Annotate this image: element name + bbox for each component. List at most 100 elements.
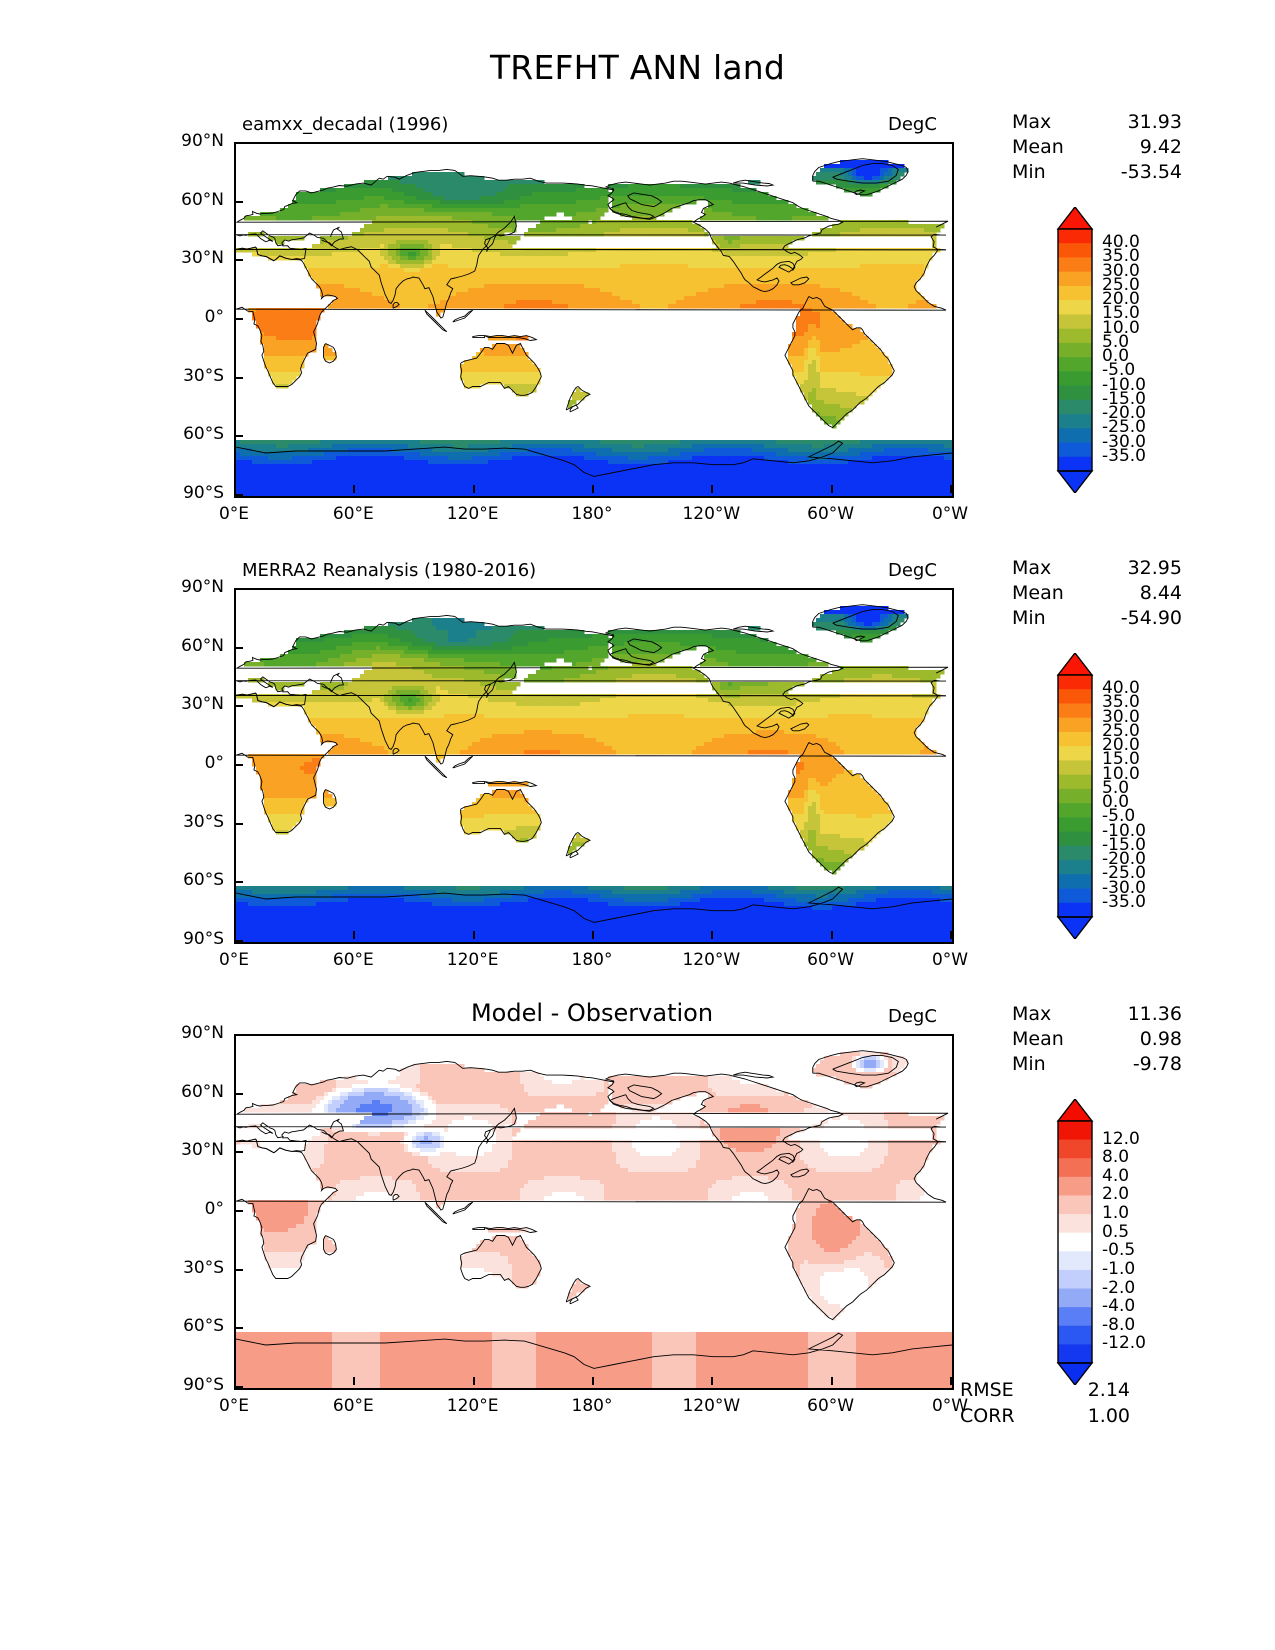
xtick-mark xyxy=(830,485,833,493)
colorbar-tick-label: 15.0 xyxy=(1102,749,1140,769)
xtick-label: 0°E xyxy=(184,1396,284,1416)
colorbar-tick-label: 0.0 xyxy=(1102,346,1129,366)
colorbar-tick-label: -30.0 xyxy=(1102,878,1146,898)
xtick-mark xyxy=(592,1377,594,1385)
ytick-mark xyxy=(235,1151,243,1154)
xtick-mark xyxy=(711,1377,714,1385)
colorbar-tick-label: 12.0 xyxy=(1102,1129,1140,1149)
xtick-mark xyxy=(472,485,475,493)
ytick-mark xyxy=(235,1268,243,1271)
ytick-label: 60°N xyxy=(158,1082,224,1102)
colorbar-tick-label: -1.0 xyxy=(1102,1259,1135,1279)
xtick-mark xyxy=(950,1377,952,1385)
xtick-mark xyxy=(472,931,475,939)
footer-stat-key: RMSE xyxy=(960,1377,1014,1403)
ytick-label: 90°N xyxy=(158,131,224,151)
ytick-label: 30°N xyxy=(158,1140,224,1160)
xtick-mark xyxy=(234,1377,236,1385)
xtick-label: 0°E xyxy=(184,950,284,970)
ytick-mark xyxy=(235,318,243,320)
xtick-mark xyxy=(353,485,356,493)
xtick-label: 60°E xyxy=(303,504,403,524)
ytick-mark xyxy=(235,588,243,590)
panel-units-observation: DegC xyxy=(888,560,937,581)
colorbar-tick-label: 20.0 xyxy=(1102,735,1140,755)
colorbar-tick-label: -4.0 xyxy=(1102,1296,1135,1316)
ytick-label: 60°N xyxy=(158,636,224,656)
colorbar-tick-label: 10.0 xyxy=(1102,318,1140,338)
panel-title-observation: MERRA2 Reanalysis (1980-2016) xyxy=(242,560,536,581)
colorbar-tick-label: 8.0 xyxy=(1102,1147,1129,1167)
colorbar-tick-label: 2.0 xyxy=(1102,1184,1129,1204)
ytick-mark xyxy=(235,1210,243,1212)
colorbar-tick-label: -2.0 xyxy=(1102,1278,1135,1298)
xtick-label: 0°E xyxy=(184,504,284,524)
colorbar-tick-label: -5.0 xyxy=(1102,806,1135,826)
colorbar-tick-label: -12.0 xyxy=(1102,1333,1146,1353)
colorbar-tick-label: 40.0 xyxy=(1102,678,1140,698)
xtick-mark xyxy=(234,485,236,493)
ytick-mark xyxy=(235,1034,243,1036)
colorbar-tick-label: 25.0 xyxy=(1102,275,1140,295)
xtick-mark xyxy=(353,931,356,939)
ytick-mark xyxy=(235,940,243,942)
stat-key: Mean xyxy=(1012,1027,1064,1052)
ytick-mark xyxy=(235,705,243,708)
xtick-label: 60°W xyxy=(781,504,881,524)
xtick-label: 180° xyxy=(542,1396,642,1416)
stat-key: Max xyxy=(1012,110,1051,135)
ytick-label: 30°N xyxy=(158,694,224,714)
xtick-mark xyxy=(472,1377,475,1385)
xtick-mark xyxy=(950,485,952,493)
stat-key: Min xyxy=(1012,1052,1046,1077)
xtick-mark xyxy=(830,1377,833,1385)
xtick-label: 120°E xyxy=(423,1396,523,1416)
colorbar-tick-label: -25.0 xyxy=(1102,863,1146,883)
ytick-label: 60°S xyxy=(158,870,224,890)
xtick-label: 60°E xyxy=(303,1396,403,1416)
xtick-mark xyxy=(950,931,952,939)
colorbar-tick-label: 35.0 xyxy=(1102,246,1140,266)
ytick-mark xyxy=(235,435,243,438)
colorbar-tick-label: 1.0 xyxy=(1102,1203,1129,1223)
stat-value: 11.36 xyxy=(1064,1002,1182,1027)
xtick-label: 0°W xyxy=(900,950,1000,970)
stat-key: Max xyxy=(1012,1002,1051,1027)
xtick-label: 120°W xyxy=(661,950,761,970)
ytick-label: 90°S xyxy=(158,929,224,949)
ytick-label: 60°S xyxy=(158,1316,224,1336)
map-model xyxy=(234,142,954,498)
xtick-label: 60°W xyxy=(781,950,881,970)
colorbar-tick-label: 20.0 xyxy=(1102,289,1140,309)
xtick-mark xyxy=(592,931,594,939)
ytick-label: 30°S xyxy=(158,1258,224,1278)
colorbar-tick-label: -20.0 xyxy=(1102,849,1146,869)
colorbar-tick-label: 0.0 xyxy=(1102,792,1129,812)
xtick-mark xyxy=(711,485,714,493)
xtick-label: 120°W xyxy=(661,504,761,524)
map-difference xyxy=(234,1034,954,1390)
ytick-label: 60°S xyxy=(158,424,224,444)
colorbar-tick-label: 25.0 xyxy=(1102,721,1140,741)
colorbar-tick-label: -15.0 xyxy=(1102,835,1146,855)
footer-stat-value: 1.00 xyxy=(1012,1403,1130,1429)
stat-value: 9.42 xyxy=(1064,135,1182,160)
ytick-label: 0° xyxy=(158,753,224,773)
colorbar-tick-label: 5.0 xyxy=(1102,332,1129,352)
xtick-mark xyxy=(711,931,714,939)
ytick-mark xyxy=(235,881,243,884)
stat-value: -54.90 xyxy=(1064,606,1182,631)
xtick-mark xyxy=(234,931,236,939)
stat-key: Min xyxy=(1012,160,1046,185)
stat-value: 31.93 xyxy=(1064,110,1182,135)
colorbar-tick-label: -25.0 xyxy=(1102,417,1146,437)
panel-units-difference: DegC xyxy=(888,1006,937,1027)
stat-value: 0.98 xyxy=(1064,1027,1182,1052)
ytick-mark xyxy=(235,1092,243,1095)
ytick-mark xyxy=(235,764,243,766)
ytick-label: 90°S xyxy=(158,483,224,503)
figure-title: TREFHT ANN land xyxy=(0,48,1275,87)
stat-key: Max xyxy=(1012,556,1051,581)
colorbar-tick-label: 5.0 xyxy=(1102,778,1129,798)
